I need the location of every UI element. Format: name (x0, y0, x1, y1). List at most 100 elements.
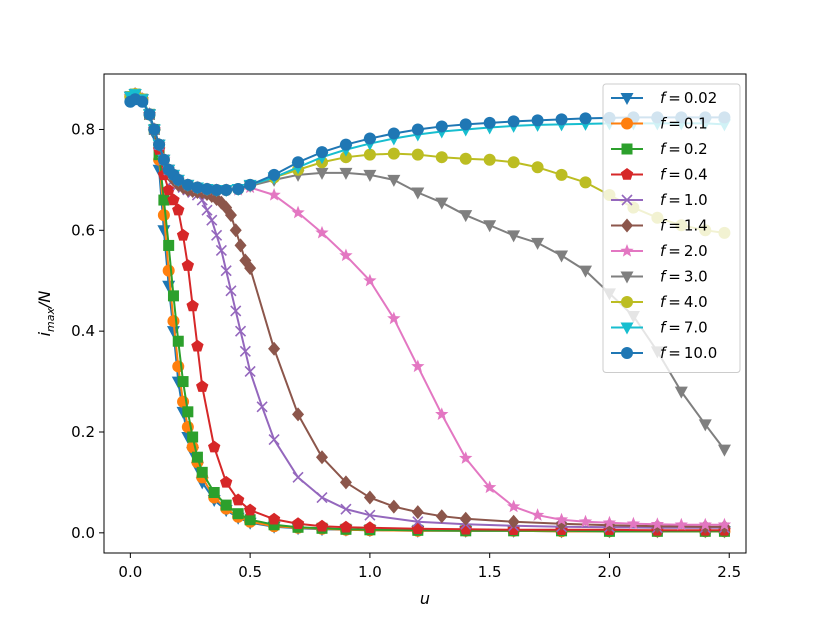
data-point (158, 194, 170, 206)
data-point (717, 517, 732, 531)
legend-entry: f = 0.4 (611, 166, 708, 184)
data-point (411, 148, 424, 161)
data-point (210, 183, 223, 196)
data-point (208, 486, 220, 498)
data-point (201, 204, 213, 216)
data-point (435, 120, 448, 133)
data-point (483, 220, 497, 233)
data-point (177, 376, 189, 388)
y-tick-label: 0.6 (71, 221, 95, 239)
data-point (411, 505, 424, 520)
data-point (531, 114, 544, 127)
data-point (256, 401, 268, 413)
data-point (507, 156, 520, 169)
data-point (172, 173, 185, 186)
data-point (339, 138, 352, 151)
legend-entry: f = 10.0 (611, 344, 717, 362)
x-tick-label: 2.0 (598, 563, 622, 581)
data-point (268, 519, 280, 531)
legend-label: f = 7.0 (660, 319, 708, 337)
data-point (459, 511, 472, 526)
data-point (387, 499, 400, 514)
data-point (411, 123, 424, 136)
data-point (244, 514, 256, 526)
legend-marker (620, 322, 634, 335)
legend-entry: f = 0.1 (611, 115, 708, 133)
x-tick-label: 1.5 (478, 563, 502, 581)
legend-label: f = 0.1 (660, 115, 708, 133)
data-point (239, 345, 251, 357)
data-point (315, 450, 328, 465)
data-point (555, 113, 568, 126)
data-point (507, 115, 520, 128)
data-point (167, 193, 180, 206)
legend-entry: f = 0.02 (611, 89, 717, 107)
y-tick-label: 0.2 (71, 423, 95, 441)
data-point (411, 522, 424, 535)
data-point (579, 112, 592, 125)
y-tick-label: 0.4 (71, 322, 95, 340)
legend-marker (620, 168, 634, 180)
data-point (363, 148, 376, 161)
data-point (459, 210, 473, 223)
legend: f = 0.02 f = 0.1 f = 0.2 f = 0.4 f = 1.0 f = … (602, 83, 741, 373)
data-point (196, 380, 209, 392)
legend-label: f = 1.4 (660, 217, 708, 235)
data-point (231, 493, 245, 506)
data-point (315, 225, 329, 239)
data-point (268, 341, 281, 356)
data-point (363, 273, 377, 287)
data-point (387, 174, 401, 187)
data-point (650, 517, 665, 530)
data-point (363, 521, 377, 534)
data-point (167, 315, 180, 328)
legend-entry: f = 3.0 (611, 268, 708, 286)
data-point (224, 208, 237, 223)
data-point (531, 161, 544, 174)
data-point (187, 431, 199, 443)
data-point (435, 151, 448, 164)
data-point (579, 176, 592, 189)
data-point (459, 152, 472, 165)
legend-label: f = 4.0 (660, 293, 708, 311)
data-point (157, 153, 170, 166)
data-point (291, 517, 305, 530)
legend-label: f = 1.0 (660, 191, 708, 209)
legend-marker (620, 244, 634, 257)
x-axis-label: u (420, 589, 430, 608)
legend-entry: f = 0.2 (611, 140, 708, 158)
data-point (435, 407, 449, 421)
legend-marker (621, 218, 633, 233)
data-point (578, 514, 593, 528)
data-point (315, 167, 329, 180)
data-point (201, 182, 214, 195)
legend-marker (621, 347, 633, 359)
data-point (143, 108, 156, 121)
data-point (172, 335, 184, 347)
axes-frame (103, 73, 747, 554)
data-point (219, 475, 233, 488)
data-point (411, 359, 425, 373)
data-point (268, 168, 281, 181)
data-point (244, 178, 257, 191)
data-point (162, 183, 175, 196)
data-point (163, 239, 175, 251)
data-point (162, 264, 175, 277)
data-point (339, 167, 353, 180)
data-point (483, 480, 497, 494)
legend-entry: f = 1.0 (611, 191, 708, 209)
data-point (507, 230, 521, 243)
data-point (339, 520, 353, 533)
data-point (191, 339, 204, 352)
y-tick-label: 0.8 (71, 120, 95, 138)
data-point (435, 197, 449, 210)
legend-marker (620, 271, 634, 284)
data-point (435, 509, 448, 524)
legend-marker (621, 117, 633, 130)
data-point (206, 214, 218, 226)
data-point (506, 499, 521, 513)
data-point (234, 325, 247, 337)
data-point (555, 168, 568, 181)
data-point (674, 517, 688, 531)
